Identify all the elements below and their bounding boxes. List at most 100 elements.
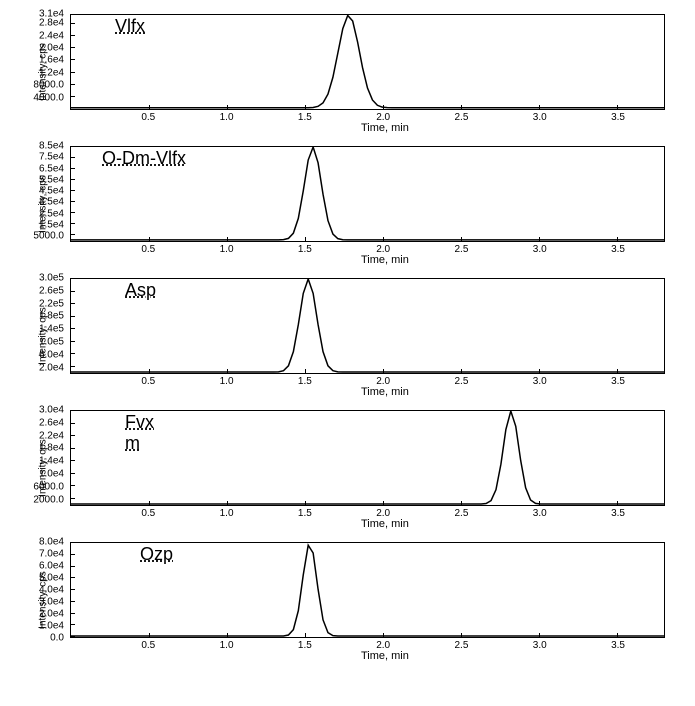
x-tick-label: 1.0 (220, 640, 234, 651)
x-tick-label: 3.5 (611, 508, 625, 519)
x-axis-label: Time, min (361, 650, 409, 662)
y-tick-label: 3.0e4 (39, 405, 64, 416)
y-tick-label: 1.5e4 (39, 220, 64, 231)
x-tick-label: 3.5 (611, 376, 625, 387)
chart-panel-3: Intensity, cps2000.06000.01.0e41.4e41.8e… (10, 406, 685, 530)
y-tick-label: 6.0e4 (39, 349, 64, 360)
x-tick-label: 1.0 (220, 244, 234, 255)
y-tick-label: 4.5e4 (39, 186, 64, 197)
y-tick-label: 3.1e4 (39, 9, 64, 20)
x-tick-label: 3.0 (533, 640, 547, 651)
y-tick-label: 2.6e5 (39, 285, 64, 296)
y-tick-label: 1.4e4 (39, 456, 64, 467)
y-tick-label: 3.5e4 (39, 197, 64, 208)
x-axis-label: Time, min (361, 518, 409, 530)
x-axis-label: Time, min (361, 386, 409, 398)
y-tick-label: 1.8e4 (39, 443, 64, 454)
x-axis-label: Time, min (361, 254, 409, 266)
y-tick-label: 7.5e4 (39, 152, 64, 163)
x-tick-label: 2.5 (454, 376, 468, 387)
y-tick-label: 5000.0 (33, 231, 64, 242)
x-tick-label: 1.5 (298, 508, 312, 519)
chart-panel-2: Intensity, cps2.0e46.0e41.0e51.4e51.8e52… (10, 274, 685, 398)
x-axis-label: Time, min (361, 122, 409, 134)
x-tick-label: 2.5 (454, 508, 468, 519)
y-tick-label: 8000.0 (33, 80, 64, 91)
y-tick-label: 8.5e4 (39, 141, 64, 152)
y-tick-label: 8.0e4 (39, 537, 64, 548)
y-tick-label: 3.0e4 (39, 597, 64, 608)
y-ticks: 5000.01.5e42.5e43.5e44.5e45.5e46.5e47.5e… (10, 146, 68, 242)
x-tick-label: 0.5 (141, 508, 155, 519)
compound-label: Ozp (140, 544, 173, 565)
chromatogram-stack: Intensity, cps4000.08000.01.2e41.6e42.0e… (10, 10, 685, 662)
y-tick-label: 1.2e4 (39, 67, 64, 78)
y-tick-label: 2.0e4 (39, 362, 64, 373)
x-tick-label: 0.5 (141, 640, 155, 651)
x-tick-label: 2.5 (454, 244, 468, 255)
x-tick-label: 2.5 (454, 640, 468, 651)
y-ticks: 2000.06000.01.0e41.4e41.8e42.2e42.6e43.0… (10, 410, 68, 506)
x-tick-label: 1.0 (220, 112, 234, 123)
chart-panel-0: Intensity, cps4000.08000.01.2e41.6e42.0e… (10, 10, 685, 134)
x-tick-label: 1.5 (298, 640, 312, 651)
y-tick-label: 1.0e5 (39, 337, 64, 348)
y-tick-label: 6000.0 (33, 481, 64, 492)
y-tick-label: 1.0e4 (39, 469, 64, 480)
compound-label: Vlfx (115, 16, 145, 37)
y-tick-label: 2.6e4 (39, 417, 64, 428)
x-tick-label: 2.5 (454, 112, 468, 123)
y-ticks: 4000.08000.01.2e41.6e42.0e42.4e42.8e43.1… (10, 14, 68, 110)
chromatogram-trace (71, 411, 664, 505)
y-tick-label: 5.5e4 (39, 174, 64, 185)
y-tick-label: 2.2e4 (39, 430, 64, 441)
compound-label: Asp (125, 280, 156, 301)
x-tick-label: 0.5 (141, 244, 155, 255)
y-tick-label: 6.5e4 (39, 163, 64, 174)
y-tick-label: 4.0e4 (39, 585, 64, 596)
x-tick-label: 1.5 (298, 112, 312, 123)
x-tick-label: 0.5 (141, 376, 155, 387)
y-tick-label: 1.8e5 (39, 311, 64, 322)
x-tick-label: 3.5 (611, 640, 625, 651)
y-tick-label: 1.4e5 (39, 324, 64, 335)
x-tick-label: 1.5 (298, 376, 312, 387)
y-tick-label: 1.6e4 (39, 55, 64, 66)
plot-area (70, 14, 665, 110)
y-tick-label: 2000.0 (33, 494, 64, 505)
chart-panel-4: Intensity, cps0.01.0e42.0e43.0e44.0e45.0… (10, 538, 685, 662)
chromatogram-trace (71, 15, 664, 109)
compound-label-line: Fvx (125, 412, 154, 433)
y-tick-label: 1.0e4 (39, 621, 64, 632)
y-ticks: 2.0e46.0e41.0e51.4e51.8e52.2e52.6e53.0e5 (10, 278, 68, 374)
y-tick-label: 2.0e4 (39, 43, 64, 54)
x-tick-label: 3.5 (611, 112, 625, 123)
y-tick-label: 6.0e4 (39, 561, 64, 572)
x-tick-label: 3.5 (611, 244, 625, 255)
y-tick-label: 4000.0 (33, 92, 64, 103)
plot-area (70, 278, 665, 374)
y-tick-label: 3.0e5 (39, 273, 64, 284)
x-tick-label: 0.5 (141, 112, 155, 123)
y-tick-label: 2.0e4 (39, 609, 64, 620)
y-tick-label: 2.2e5 (39, 298, 64, 309)
x-tick-label: 1.0 (220, 376, 234, 387)
y-tick-label: 0.0 (50, 633, 64, 644)
x-tick-label: 3.0 (533, 376, 547, 387)
y-tick-label: 2.5e4 (39, 208, 64, 219)
x-tick-label: 1.0 (220, 508, 234, 519)
x-tick-label: 1.5 (298, 244, 312, 255)
compound-label-line: m (125, 433, 154, 454)
chart-panel-1: Intensity, cps5000.01.5e42.5e43.5e44.5e4… (10, 142, 685, 266)
y-tick-label: 5.0e4 (39, 573, 64, 584)
compound-label: O-Dm-Vlfx (102, 148, 186, 169)
x-tick-label: 3.0 (533, 244, 547, 255)
compound-label: Fvxm (125, 412, 154, 454)
plot-area (70, 410, 665, 506)
x-tick-label: 3.0 (533, 112, 547, 123)
y-tick-label: 2.4e4 (39, 30, 64, 41)
x-tick-label: 3.0 (533, 508, 547, 519)
y-ticks: 0.01.0e42.0e43.0e44.0e45.0e46.0e47.0e48.… (10, 542, 68, 638)
chromatogram-trace (71, 279, 664, 373)
y-tick-label: 7.0e4 (39, 549, 64, 560)
